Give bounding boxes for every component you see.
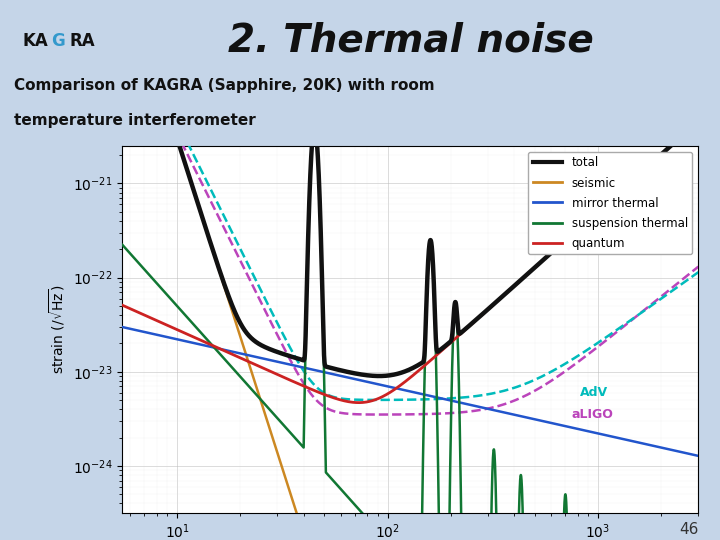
Text: RA: RA	[70, 31, 95, 50]
Text: Comparison of KAGRA (Sapphire, 20K) with room: Comparison of KAGRA (Sapphire, 20K) with…	[14, 78, 435, 92]
Text: temperature interferometer: temperature interferometer	[14, 113, 256, 128]
Text: AdV: AdV	[580, 386, 608, 399]
Text: KA: KA	[22, 31, 48, 50]
Text: 46: 46	[679, 522, 698, 537]
Legend: total, seismic, mirror thermal, suspension thermal, quantum: total, seismic, mirror thermal, suspensi…	[528, 152, 693, 254]
Text: G: G	[50, 31, 65, 50]
Text: 2. Thermal noise: 2. Thermal noise	[228, 22, 593, 59]
Text: aLIGO: aLIGO	[572, 408, 613, 421]
Y-axis label: strain (/$\sqrt{\mathrm{Hz}}$): strain (/$\sqrt{\mathrm{Hz}}$)	[48, 285, 68, 374]
